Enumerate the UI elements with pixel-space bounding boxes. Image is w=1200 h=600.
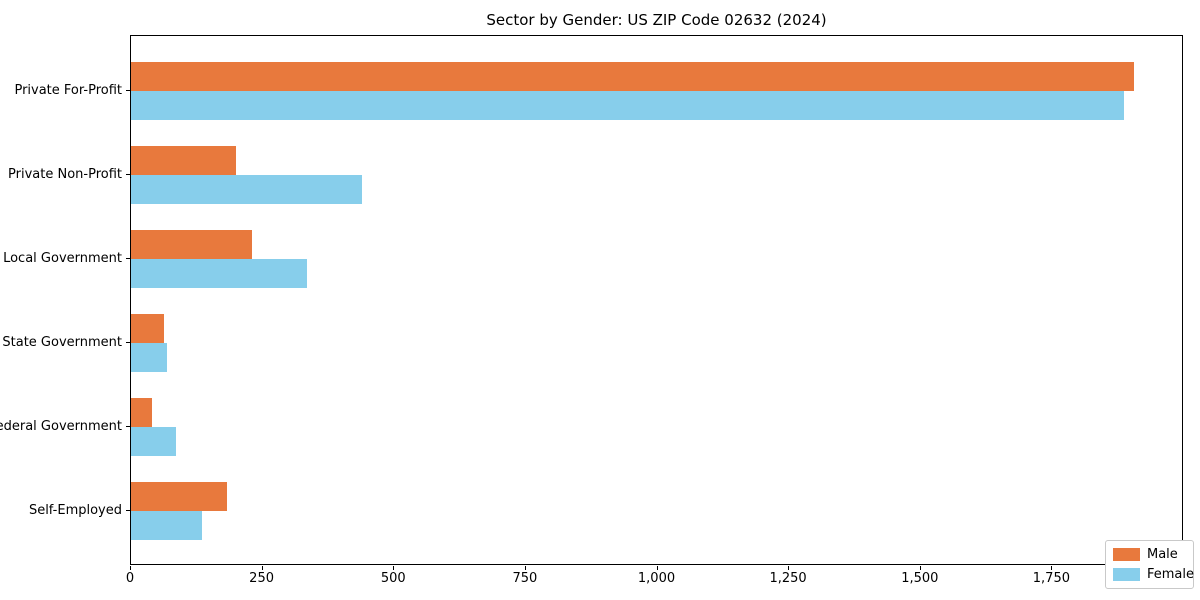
x-tick-label-1250: 1,250: [769, 571, 807, 586]
category-label-local-government: Local Government: [3, 251, 122, 266]
y-tick-state-government: [126, 342, 130, 343]
bar-female-federal-government: [131, 427, 176, 456]
bar-female-state-government: [131, 343, 168, 372]
y-tick-private-for-profit: [126, 90, 130, 91]
bar-male-state-government: [131, 314, 165, 343]
legend-label-male: Male: [1147, 547, 1178, 562]
bar-male-private-for-profit: [131, 62, 1134, 91]
chart-title: Sector by Gender: US ZIP Code 02632 (202…: [486, 11, 827, 29]
legend-swatch-female: [1113, 568, 1140, 581]
bar-male-self-employed: [131, 482, 227, 511]
x-tick-label-1000: 1,000: [637, 571, 676, 586]
bar-female-self-employed: [131, 511, 202, 540]
x-tick-250: [261, 566, 263, 570]
x-tick-label-0: 0: [125, 571, 135, 586]
x-tick-500: [393, 566, 395, 570]
x-tick-label-1750: 1,750: [1032, 571, 1070, 586]
y-tick-self-employed: [126, 510, 130, 511]
y-tick-local-government: [126, 258, 130, 259]
bar-female-local-government: [131, 259, 308, 288]
x-tick-1000: [656, 566, 658, 570]
x-tick-label-250: 250: [249, 571, 274, 586]
plot-area: [130, 35, 1183, 565]
x-tick-1250: [788, 566, 790, 570]
legend: Male Female: [1105, 540, 1194, 589]
bar-male-private-non-profit: [131, 146, 237, 175]
bar-male-federal-government: [131, 398, 153, 427]
x-tick-label-1500: 1,500: [901, 571, 939, 586]
legend-entry-male: Male: [1113, 548, 1185, 561]
legend-label-female: Female: [1147, 567, 1195, 582]
x-tick-label-750: 750: [512, 571, 538, 586]
y-tick-private-non-profit: [126, 174, 130, 175]
x-tick-label-500: 500: [380, 571, 406, 586]
bar-female-private-for-profit: [131, 91, 1124, 120]
category-label-self-employed: Self-Employed: [28, 503, 122, 518]
legend-swatch-male: [1113, 548, 1140, 561]
category-label-federal-government: Federal Government: [0, 419, 122, 434]
category-label-private-for-profit: Private For-Profit: [14, 83, 122, 98]
bar-female-private-non-profit: [131, 175, 362, 204]
x-tick-0: [130, 566, 131, 570]
bar-male-local-government: [131, 230, 253, 259]
y-tick-federal-government: [126, 426, 130, 427]
x-tick-750: [524, 566, 526, 570]
category-label-state-government: State Government: [2, 335, 122, 350]
x-tick-1750: [1051, 566, 1053, 570]
legend-entry-female: Female: [1113, 568, 1194, 581]
x-tick-1500: [919, 566, 921, 570]
category-label-private-non-profit: Private Non-Profit: [8, 167, 122, 182]
